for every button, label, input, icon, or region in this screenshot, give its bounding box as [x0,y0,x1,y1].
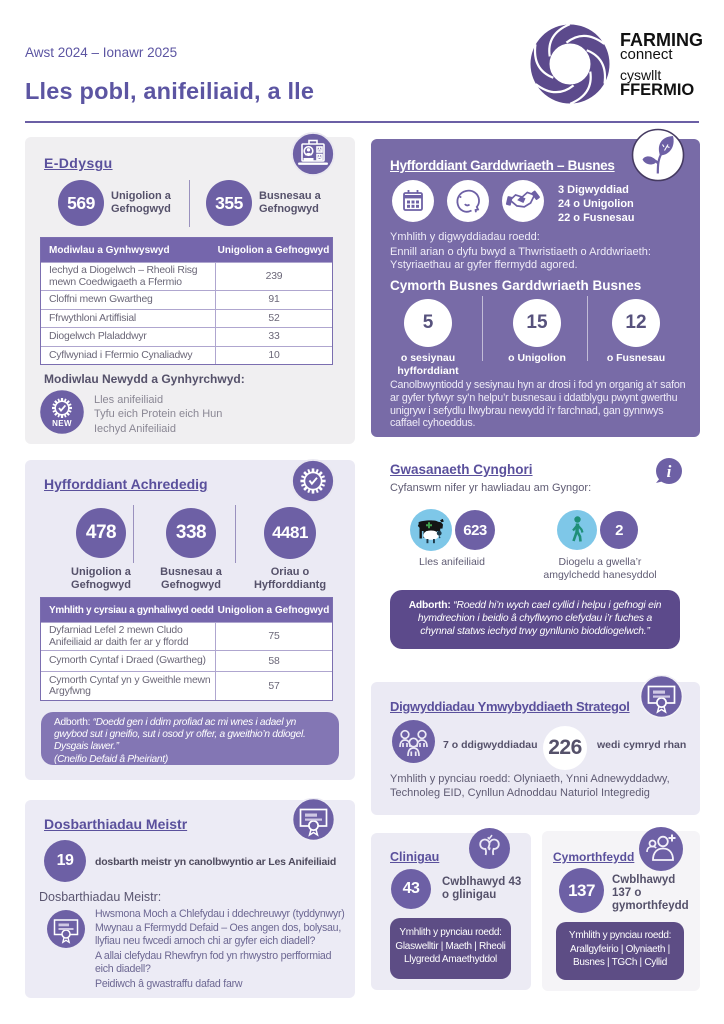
svg-text:i: i [667,462,672,481]
svg-text:NEW: NEW [52,419,72,428]
